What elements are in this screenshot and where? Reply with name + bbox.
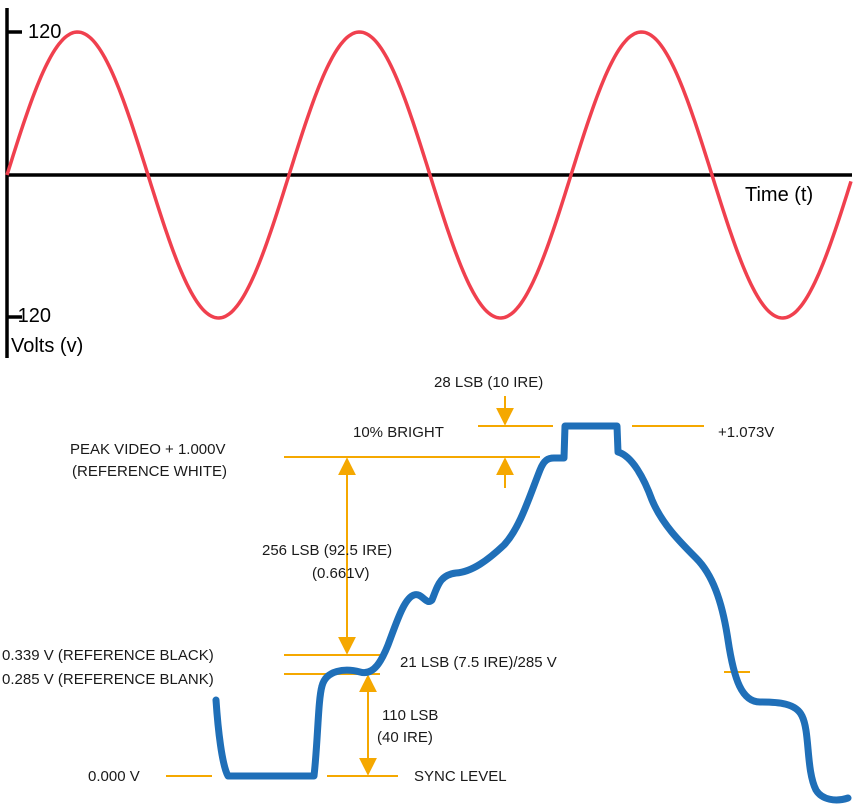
ten-percent-bright-label: 10% BRIGHT <box>353 424 444 441</box>
setup-label: 21 LSB (7.5 IRE)/285 V <box>400 654 557 671</box>
sine-wave <box>5 30 853 320</box>
y-axis-label: Volts (v) <box>11 335 83 357</box>
video-waveform <box>212 422 852 804</box>
range-label-line2: (0.661V) <box>312 565 370 582</box>
plus-1073-label: +1.073V <box>718 424 774 441</box>
sync-level-label: SYNC LEVEL <box>414 768 507 785</box>
zero-volt-label: 0.000 V <box>88 768 140 785</box>
reference-white-label: (REFERENCE WHITE) <box>72 463 227 480</box>
y-min-label: -120 <box>11 305 51 327</box>
sync-height-label-line2: (40 IRE) <box>377 729 433 746</box>
peak-video-label: PEAK VIDEO + 1.000V <box>70 441 226 458</box>
y-max-label: 120 <box>28 21 61 43</box>
sine-plot: 120 -120 Volts (v) Time (t) <box>5 8 853 358</box>
range-label-line1: 256 LSB (92.5 IRE) <box>262 542 392 559</box>
top-step-label: 28 LSB (10 IRE) <box>434 374 543 391</box>
sync-height-label-line1: 110 LSB <box>382 707 438 724</box>
reference-black-label: 0.339 V (REFERENCE BLACK) <box>2 647 214 664</box>
x-axis-label: Time (t) <box>745 184 813 206</box>
reference-blank-label: 0.285 V (REFERENCE BLANK) <box>2 671 214 688</box>
video-signal-diagram: 28 LSB (10 IRE) 10% BRIGHT +1.073V PEAK … <box>2 374 852 804</box>
